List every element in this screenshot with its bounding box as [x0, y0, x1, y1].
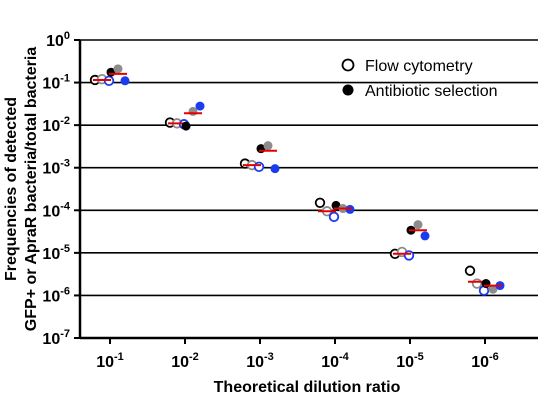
y-tick-label: 10-2 [42, 115, 70, 135]
flow-cytometry-point [471, 278, 483, 289]
antibiotic-selection-point [420, 231, 430, 241]
antibiotic-selection-point [181, 121, 191, 131]
y-tick-label: 10-6 [42, 285, 70, 305]
x-tick-label: 10-2 [171, 351, 199, 371]
legend-label: Flow cytometry [365, 58, 473, 75]
y-tick-label: 10-4 [42, 200, 70, 220]
flow-cytometry-point [253, 161, 265, 173]
y-tick-label: 10-5 [42, 243, 70, 263]
y-axis-title-line: Frequencies of detected [3, 97, 20, 281]
y-axis-title-line: GFP+ or ApraR bacteria/total bacteria [23, 47, 40, 331]
antibiotic-selection-point [270, 164, 280, 174]
y-tick-label: 10-3 [42, 158, 70, 178]
antibiotic-selection-point [113, 64, 123, 74]
legend-label: Antibiotic selection [365, 83, 498, 100]
legend: Flow cytometry Antibiotic selection [341, 58, 498, 100]
data-points [89, 64, 505, 296]
y-axis-title: Frequencies of detected GFP+ or ApraR bac… [3, 47, 40, 331]
flow-cytometry-point [314, 197, 326, 208]
antibiotic-selection-point [195, 101, 205, 111]
x-tick-label: 10-5 [396, 351, 424, 371]
flow-cytometry-point [328, 211, 340, 223]
x-tick-label: 10-6 [471, 351, 499, 371]
antibiotic-selection-point [488, 284, 498, 294]
gridlines [80, 39, 538, 339]
x-axis-title: Theoretical dilution ratio [214, 379, 401, 396]
y-tick-label: 100 [46, 30, 70, 50]
antibiotic-selection-point [263, 141, 273, 151]
tick-labels: 100 10-1 10-2 10-3 10-4 10-5 10-6 10-7 10-1 10-2 1… [42, 30, 498, 371]
antibiotic-selection-point [481, 279, 491, 289]
y-tick-label: 10-1 [42, 73, 70, 93]
antibiotic-selection-point [413, 220, 423, 230]
legend-filled-circle-marker [342, 84, 354, 96]
x-tick-label: 10-4 [321, 351, 349, 371]
x-tick-label: 10-3 [246, 351, 274, 371]
flow-cytometry-point [464, 265, 476, 276]
axes [74, 39, 538, 344]
flow-cytometry-point [403, 250, 415, 261]
x-tick-label: 10-1 [96, 351, 124, 371]
y-tick-label: 10-7 [42, 328, 70, 348]
antibiotic-selection-point [120, 76, 130, 86]
legend-open-circle-marker [341, 58, 355, 72]
